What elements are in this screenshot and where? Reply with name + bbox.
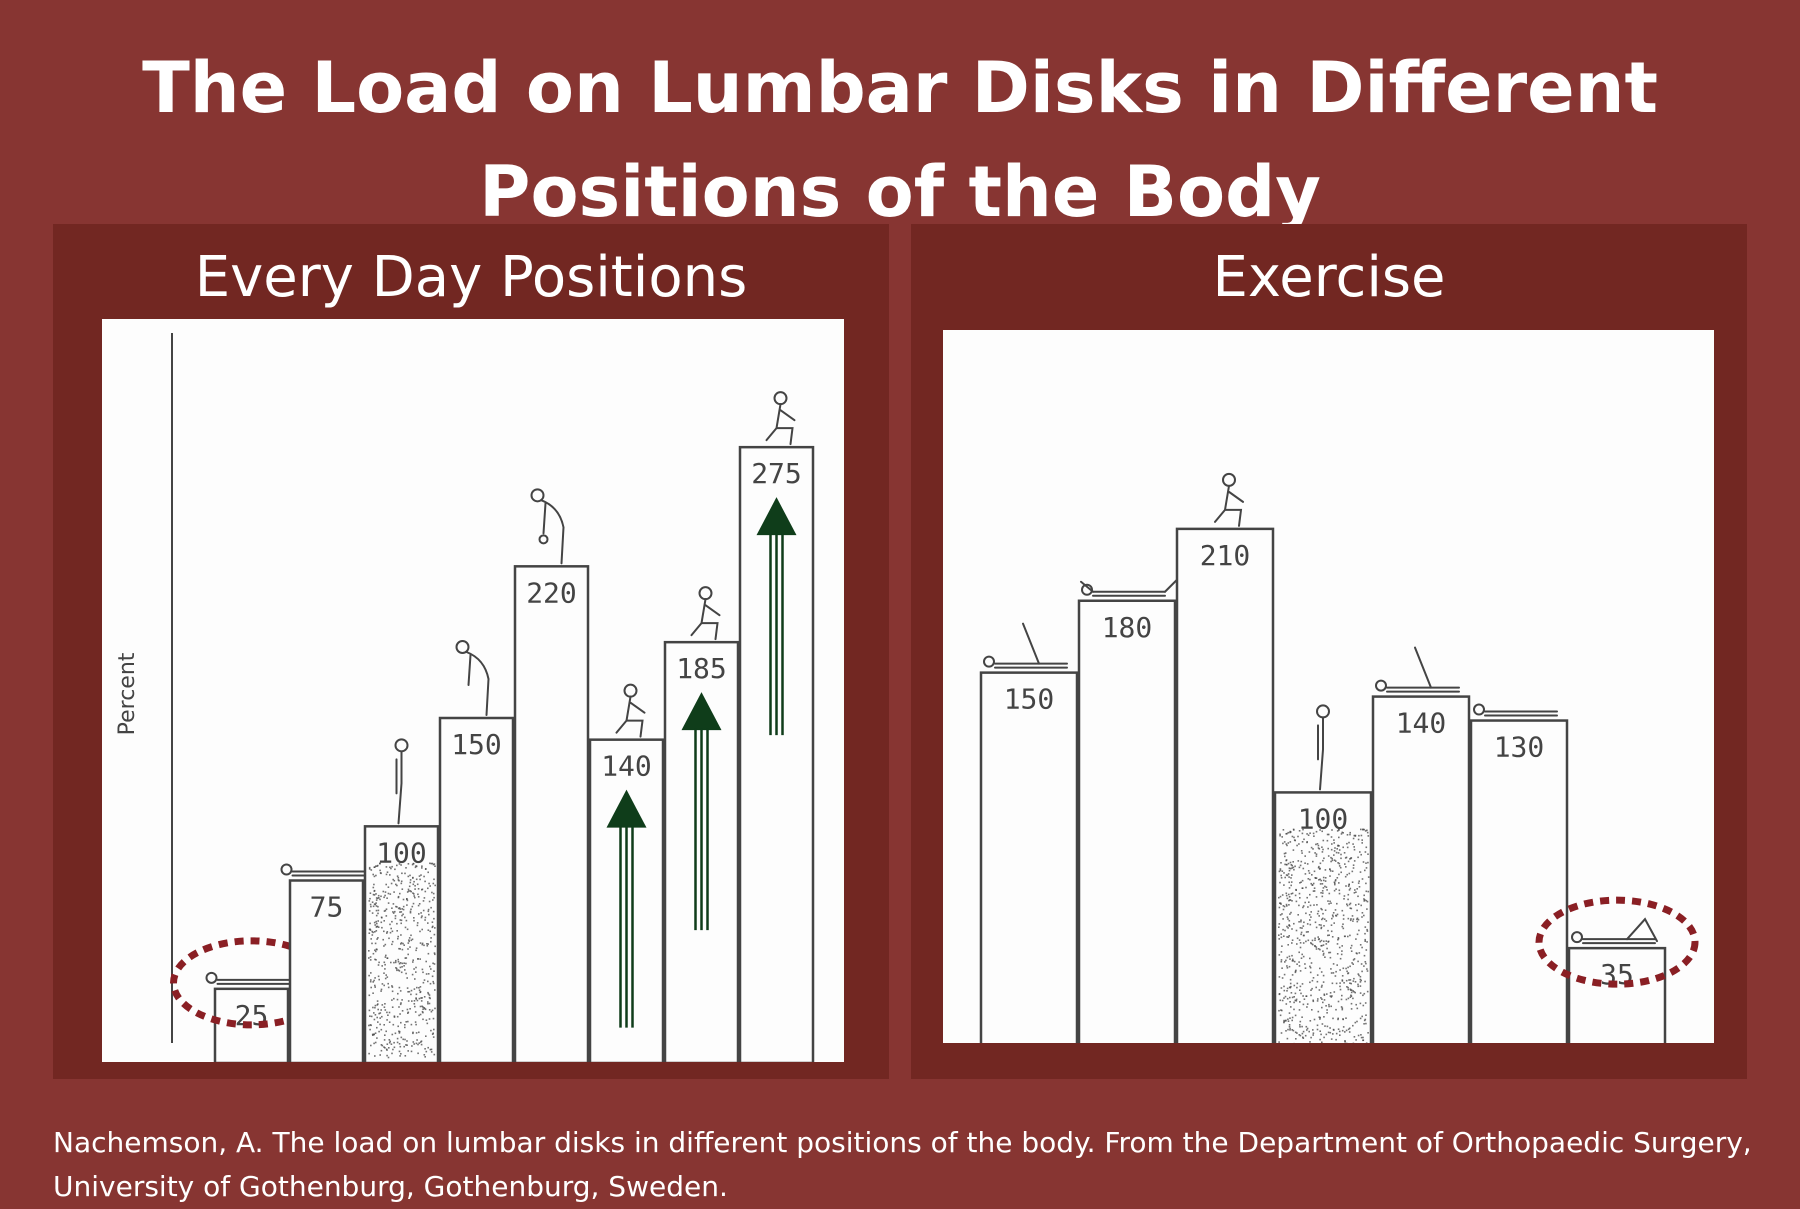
bar: [515, 566, 588, 1062]
citation-caption: Nachemson, A. The load on lumbar disks i…: [53, 1121, 1763, 1209]
bar-value-label: 185: [676, 652, 727, 685]
bar-value-label: 75: [310, 891, 344, 924]
standing-icon: [1317, 705, 1329, 789]
bar: [1471, 721, 1567, 1043]
bar-value-label: 210: [1200, 539, 1251, 572]
sitting-leaning-icon: [692, 587, 720, 639]
bar: [1177, 529, 1273, 1043]
lying-side-icon: [282, 865, 365, 876]
traction-icon: [1474, 705, 1557, 716]
bar-value-label: 150: [451, 728, 502, 761]
lifting-icon: [532, 489, 564, 563]
y-axis-label: Percent: [115, 652, 140, 735]
back-extension-icon: [1081, 580, 1177, 596]
standing-icon: [396, 739, 408, 823]
bar: [1079, 601, 1175, 1043]
bar-value-label: 150: [1004, 683, 1055, 716]
bar-value-label: 140: [1396, 707, 1447, 740]
bar-value-label: 275: [751, 457, 802, 490]
leg-raise-icon: [984, 624, 1067, 668]
bar: [1373, 697, 1469, 1043]
sitting-lifting-icon: [767, 392, 795, 444]
main-title: The Load on Lumbar Disks in Different Po…: [0, 36, 1800, 244]
lying-supine-icon: [207, 973, 290, 984]
everyday-positions-title: Every Day Positions: [53, 244, 889, 312]
bar-value-label: 100: [1298, 802, 1349, 835]
sitting-icon: [617, 685, 645, 737]
bar-value-label: 130: [1494, 731, 1545, 764]
sit-up-icon: [1215, 474, 1243, 526]
knees-bent-lying-icon: [1572, 919, 1657, 943]
assisted-leg-raise-icon: [1376, 648, 1459, 692]
leaning-forward-icon: [457, 641, 489, 715]
bar: [981, 673, 1077, 1043]
exercise-title: Exercise: [911, 244, 1747, 312]
bar-value-label: 220: [526, 576, 577, 609]
bar-value-label: 140: [601, 750, 652, 783]
bar-value-label: 180: [1102, 611, 1153, 644]
bar: [440, 718, 513, 1062]
bar-value-label: 100: [376, 836, 427, 869]
